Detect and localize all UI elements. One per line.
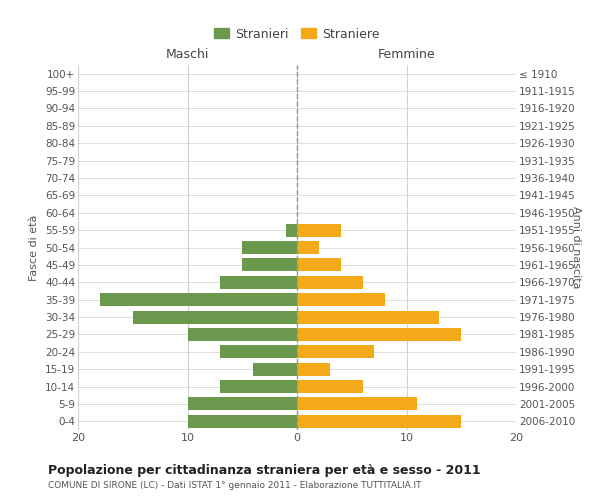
Bar xyxy=(187,415,297,428)
Text: Maschi: Maschi xyxy=(166,48,209,62)
Bar xyxy=(242,258,297,272)
Bar xyxy=(297,346,374,358)
Bar xyxy=(297,258,341,272)
Bar xyxy=(220,380,297,393)
Bar xyxy=(297,241,319,254)
Bar xyxy=(220,346,297,358)
Bar xyxy=(253,362,297,376)
Bar xyxy=(100,293,297,306)
Text: Popolazione per cittadinanza straniera per età e sesso - 2011: Popolazione per cittadinanza straniera p… xyxy=(48,464,481,477)
Text: COMUNE DI SIRONE (LC) - Dati ISTAT 1° gennaio 2011 - Elaborazione TUTTITALIA.IT: COMUNE DI SIRONE (LC) - Dati ISTAT 1° ge… xyxy=(48,481,421,490)
Bar xyxy=(297,398,418,410)
Bar xyxy=(133,310,297,324)
Bar xyxy=(297,380,362,393)
Y-axis label: Anni di nascita: Anni di nascita xyxy=(571,206,581,289)
Bar xyxy=(187,398,297,410)
Y-axis label: Fasce di età: Fasce di età xyxy=(29,214,40,280)
Bar xyxy=(187,328,297,341)
Bar xyxy=(297,293,385,306)
Bar xyxy=(297,415,461,428)
Bar xyxy=(297,276,362,289)
Bar xyxy=(297,362,330,376)
Text: Femmine: Femmine xyxy=(377,48,436,62)
Legend: Stranieri, Straniere: Stranieri, Straniere xyxy=(210,24,384,44)
Bar xyxy=(297,310,439,324)
Bar xyxy=(242,241,297,254)
Bar xyxy=(297,224,341,236)
Bar xyxy=(286,224,297,236)
Bar xyxy=(297,328,461,341)
Bar xyxy=(220,276,297,289)
